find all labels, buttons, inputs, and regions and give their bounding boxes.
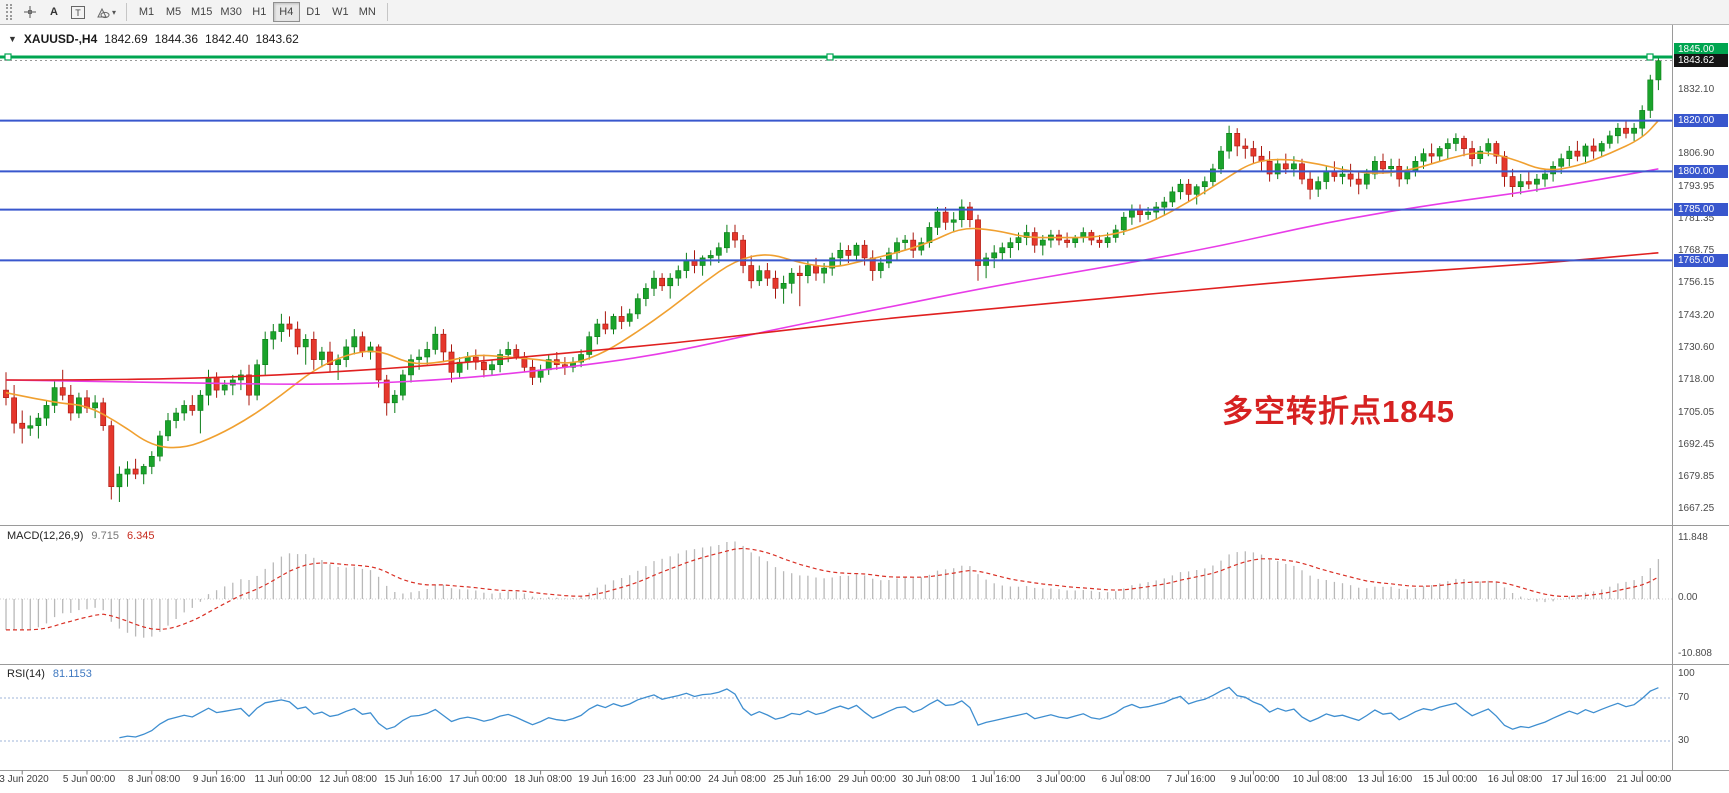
- label-frame-icon: T: [71, 5, 85, 19]
- timeframe-h1-button[interactable]: H1: [246, 2, 273, 22]
- timeframe-h4-button[interactable]: H4: [272, 2, 300, 22]
- timeframe-d1-button[interactable]: D1: [300, 2, 327, 22]
- mid-ma-line: [5, 168, 1659, 385]
- timeframe-mn-button[interactable]: MN: [354, 2, 381, 22]
- toolbar-separator: [386, 3, 388, 21]
- timeframe-w1-button[interactable]: W1: [327, 2, 354, 22]
- level-handle[interactable]: [826, 53, 834, 61]
- fast-ma-line: [5, 120, 1659, 449]
- level-handle[interactable]: [4, 53, 12, 61]
- shapes-icon: [97, 7, 110, 18]
- level-handle[interactable]: [1646, 53, 1654, 61]
- macd-histogram: [5, 541, 1660, 638]
- timeframe-m1-button[interactable]: M1: [133, 2, 160, 22]
- timeframe-m5-button[interactable]: M5: [160, 2, 187, 22]
- text-tool-button[interactable]: A: [42, 2, 66, 22]
- rsi-line: [119, 686, 1659, 739]
- toolbar: A T ▾ M1 M5 M15 M30 H1 H4 D1 W1 MN: [0, 0, 1729, 25]
- toolbar-separator: [126, 3, 128, 21]
- timeframe-m30-button[interactable]: M30: [216, 2, 245, 22]
- shapes-dropdown-button[interactable]: ▾: [90, 2, 120, 22]
- slow-ma-line: [5, 252, 1659, 381]
- chevron-down-icon: ▾: [112, 7, 117, 17]
- label-tool-button[interactable]: T: [66, 2, 90, 22]
- timeframe-m15-button[interactable]: M15: [187, 2, 216, 22]
- toolbar-grip[interactable]: [6, 4, 12, 20]
- crosshair-tool-button[interactable]: [18, 2, 42, 22]
- candles: [3, 55, 1662, 502]
- crosshair-icon: [24, 6, 36, 18]
